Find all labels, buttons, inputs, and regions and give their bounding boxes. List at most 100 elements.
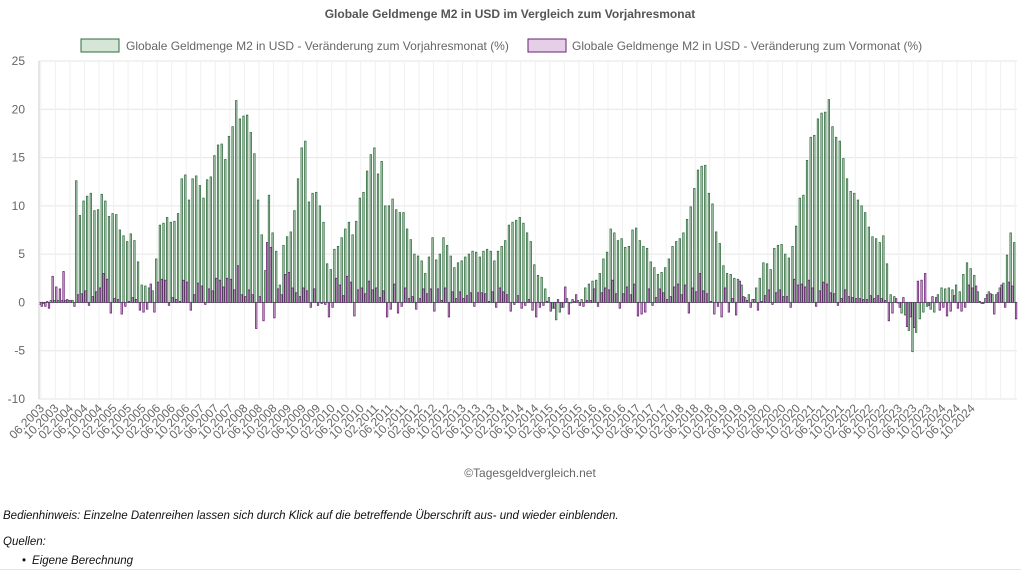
bar-yoy [885,263,889,303]
bar-yoy [776,245,780,303]
bar-mom [531,302,534,311]
bar-mom [233,289,236,303]
bar-yoy [402,212,405,303]
bar-mom [487,301,491,303]
series-mom [40,242,1018,329]
bar-yoy [693,188,696,303]
bar-yoy [853,192,856,303]
bar-mom [993,302,996,315]
bar-yoy [307,201,311,303]
bar-yoy [460,260,463,303]
bar-mom [458,291,461,303]
bar-yoy [351,234,354,303]
bar-yoy [762,262,765,303]
bar-mom [625,286,629,303]
bar-yoy [231,126,234,303]
bar-yoy [195,175,198,303]
bar-yoy [573,301,576,303]
bar-yoy [784,253,787,303]
bar-mom [455,298,458,303]
bar-mom [920,279,923,303]
bar-yoy [275,250,278,303]
bar-yoy [544,288,547,303]
bar-yoy [555,302,558,321]
bar-yoy [678,238,681,303]
bar-mom [956,302,960,309]
bar-yoy [184,174,187,303]
bar-yoy [802,194,805,303]
legend-item-mom[interactable]: Globale Geldmenge M2 in USD - Veränderun… [527,38,922,53]
bar-mom [884,300,887,303]
bar-yoy [427,256,431,303]
bar-mom [447,302,451,318]
bar-yoy [518,217,521,303]
bar-yoy [922,302,925,313]
bar-mom [473,302,476,307]
bar-mom [527,299,531,303]
bar-mom [280,294,283,303]
bar-yoy [326,263,329,303]
bar-yoy [704,164,707,303]
bar-yoy [147,287,151,303]
legend-item-yoy[interactable]: Globale Geldmenge M2 in USD - Veränderun… [80,38,509,53]
bar-yoy [46,301,49,303]
bar-mom [55,286,58,303]
bar-mom [382,290,385,303]
bar-mom [367,280,371,303]
bar-yoy [206,179,209,303]
bar-yoy [598,273,601,303]
bar-yoy [613,232,616,303]
y-tick-label: -10 [8,392,26,406]
bar-mom [1014,302,1018,320]
bar-mom [556,299,560,303]
bar-mom [978,301,981,303]
bar-mom [87,302,91,306]
bar-yoy [271,232,274,303]
bar-mom [538,302,541,308]
bar-yoy [631,229,634,303]
bar-mom [753,299,756,303]
bar-yoy [166,217,169,303]
bar-yoy [791,246,794,303]
bar-mom [880,298,883,303]
bar-yoy [511,221,514,303]
legend-swatch-yoy [80,38,120,53]
bar-yoy [595,279,598,303]
bar-mom [905,302,909,327]
bar-mom [560,302,563,308]
bar-mom [375,287,378,303]
bar-yoy [845,178,849,303]
bar-yoy [395,209,398,303]
bar-mom [578,302,581,306]
bar-mom [124,302,127,307]
bar-yoy [387,205,391,303]
bar-yoy [984,298,987,303]
bar-yoy [235,100,238,303]
bar-yoy [373,147,376,303]
bar-mom [266,242,269,303]
bar-yoy [75,180,78,303]
bar-mom [596,302,600,307]
bar-yoy [722,265,725,303]
bar-yoy [405,228,409,303]
bar-mom [109,302,112,314]
bar-yoy [675,241,678,303]
bar-yoy [958,291,961,303]
bar-yoy [871,236,874,303]
bar-mom [138,302,141,311]
bar-mom [425,293,429,303]
bar-yoy [842,158,845,303]
bar-yoy [366,170,369,303]
bar-mom [160,278,163,303]
bar-yoy [536,274,540,303]
bar-mom [760,301,763,303]
bar-yoy [580,299,583,303]
bar-mom [651,302,654,306]
bar-mom [767,289,770,303]
bar-mom [436,288,440,303]
bar-yoy [191,178,194,303]
bar-yoy [973,274,976,303]
bar-mom [313,288,316,303]
legend-swatch-mom [527,38,567,53]
bar-mom [509,302,512,312]
